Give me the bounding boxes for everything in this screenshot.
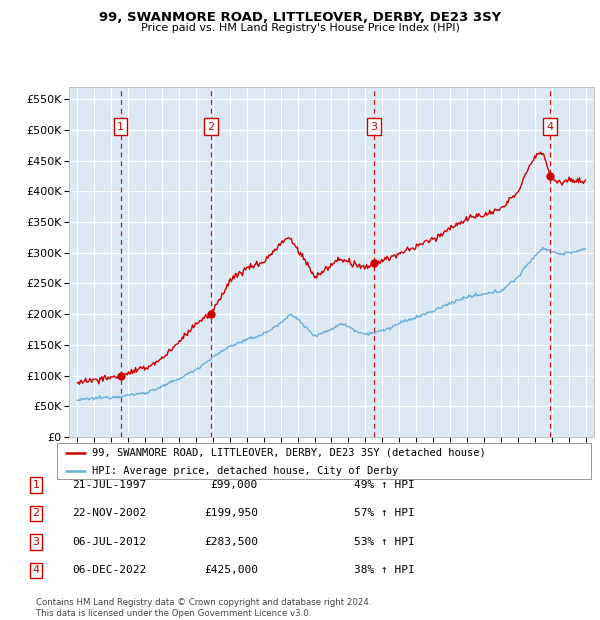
Text: Price paid vs. HM Land Registry's House Price Index (HPI): Price paid vs. HM Land Registry's House … [140,23,460,33]
Text: Contains HM Land Registry data © Crown copyright and database right 2024.
This d: Contains HM Land Registry data © Crown c… [36,598,371,618]
Text: 21-JUL-1997: 21-JUL-1997 [72,480,146,490]
Text: £199,950: £199,950 [204,508,258,518]
Text: £283,500: £283,500 [204,537,258,547]
Text: 53% ↑ HPI: 53% ↑ HPI [354,537,415,547]
Text: 49% ↑ HPI: 49% ↑ HPI [354,480,415,490]
Text: 99, SWANMORE ROAD, LITTLEOVER, DERBY, DE23 3SY (detached house): 99, SWANMORE ROAD, LITTLEOVER, DERBY, DE… [92,448,485,458]
Text: 3: 3 [371,122,377,131]
Text: 2: 2 [208,122,215,131]
Text: 2: 2 [32,508,40,518]
Text: 22-NOV-2002: 22-NOV-2002 [72,508,146,518]
Text: 06-DEC-2022: 06-DEC-2022 [72,565,146,575]
Text: 38% ↑ HPI: 38% ↑ HPI [354,565,415,575]
Text: 57% ↑ HPI: 57% ↑ HPI [354,508,415,518]
Text: 99, SWANMORE ROAD, LITTLEOVER, DERBY, DE23 3SY: 99, SWANMORE ROAD, LITTLEOVER, DERBY, DE… [99,11,501,24]
Text: 1: 1 [32,480,40,490]
Text: 06-JUL-2012: 06-JUL-2012 [72,537,146,547]
Text: HPI: Average price, detached house, City of Derby: HPI: Average price, detached house, City… [92,466,398,476]
Text: 4: 4 [547,122,554,131]
Text: 1: 1 [117,122,124,131]
Text: 3: 3 [32,537,40,547]
Text: £99,000: £99,000 [211,480,258,490]
Text: £425,000: £425,000 [204,565,258,575]
Text: 4: 4 [32,565,40,575]
